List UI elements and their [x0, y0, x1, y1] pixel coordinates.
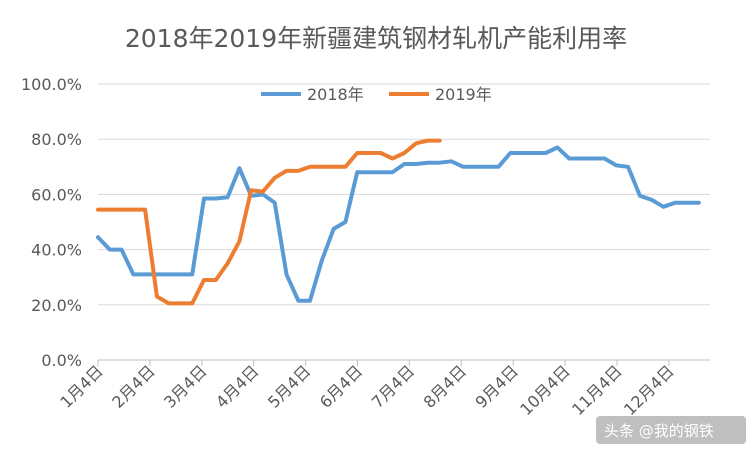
y-tick-label: 80.0%	[31, 130, 82, 149]
watermark: 头条 @我的钢铁	[596, 416, 746, 444]
y-tick-label: 20.0%	[31, 296, 82, 315]
watermark-text: 头条 @我的钢铁	[604, 422, 714, 440]
series-line-2018年	[96, 145, 701, 303]
y-tick-label: 60.0%	[31, 185, 82, 204]
series-lines	[96, 138, 701, 306]
y-tick-label: 100.0%	[21, 75, 82, 94]
gridlines	[98, 83, 710, 306]
chart-title: 2018年2019年新疆建筑钢材轧机产能利用率	[125, 24, 627, 53]
legend: 2018年 2019年	[261, 85, 492, 104]
watermark-background	[596, 416, 746, 444]
y-tick-label: 0.0%	[41, 351, 82, 370]
legend-label-2018: 2018年	[307, 85, 364, 104]
y-axis-ticks: 0.0% 20.0% 40.0% 60.0% 80.0% 100.0%	[21, 75, 82, 370]
y-tick-label: 40.0%	[31, 241, 82, 260]
series-line-2019年	[96, 138, 442, 306]
legend-label-2019: 2019年	[435, 85, 492, 104]
